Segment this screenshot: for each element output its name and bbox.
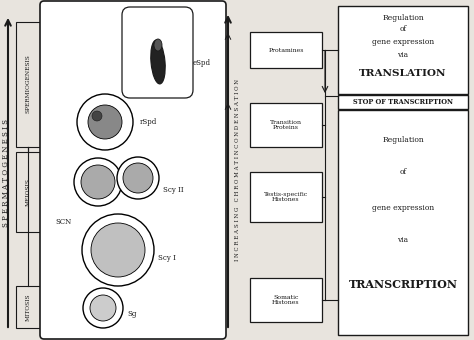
Text: Regulation: Regulation bbox=[382, 136, 424, 144]
FancyBboxPatch shape bbox=[40, 1, 226, 339]
Text: TRANSLATION: TRANSLATION bbox=[359, 68, 447, 78]
Circle shape bbox=[74, 158, 122, 206]
Text: SCN: SCN bbox=[55, 218, 71, 226]
Circle shape bbox=[77, 94, 133, 150]
Text: Scy I: Scy I bbox=[158, 254, 176, 262]
Text: TRANSCRIPTION: TRANSCRIPTION bbox=[348, 279, 457, 290]
Text: gene expression: gene expression bbox=[372, 38, 434, 46]
FancyBboxPatch shape bbox=[250, 278, 322, 322]
Circle shape bbox=[82, 214, 154, 286]
FancyBboxPatch shape bbox=[338, 95, 468, 109]
Circle shape bbox=[123, 163, 153, 193]
Circle shape bbox=[90, 295, 116, 321]
Text: via: via bbox=[397, 236, 409, 244]
Circle shape bbox=[117, 157, 159, 199]
Text: of: of bbox=[400, 168, 407, 176]
Ellipse shape bbox=[154, 39, 162, 51]
Circle shape bbox=[88, 105, 122, 139]
FancyBboxPatch shape bbox=[250, 172, 322, 222]
Text: I N C R E A S I N G   C H R O M A T I N C O N D E N S A T I O N: I N C R E A S I N G C H R O M A T I N C … bbox=[236, 79, 240, 261]
Text: Scy II: Scy II bbox=[163, 186, 183, 194]
Text: SPERMIOGENESIS: SPERMIOGENESIS bbox=[26, 55, 30, 113]
Ellipse shape bbox=[151, 40, 165, 84]
Text: Protamines: Protamines bbox=[268, 48, 304, 52]
Text: MEIOSIS: MEIOSIS bbox=[26, 178, 30, 206]
Text: gene expression: gene expression bbox=[372, 204, 434, 212]
Text: MITOSIS: MITOSIS bbox=[26, 293, 30, 321]
Circle shape bbox=[83, 288, 123, 328]
FancyBboxPatch shape bbox=[338, 6, 468, 94]
Circle shape bbox=[91, 223, 145, 277]
Text: rSpd: rSpd bbox=[140, 118, 157, 126]
Text: Somatic
Histones: Somatic Histones bbox=[272, 294, 300, 305]
FancyBboxPatch shape bbox=[16, 22, 40, 147]
FancyBboxPatch shape bbox=[250, 32, 322, 68]
FancyBboxPatch shape bbox=[16, 152, 40, 232]
Circle shape bbox=[81, 165, 115, 199]
Text: Regulation: Regulation bbox=[382, 14, 424, 22]
FancyBboxPatch shape bbox=[250, 103, 322, 147]
Text: STOP OF TRANSCRIPTION: STOP OF TRANSCRIPTION bbox=[353, 98, 453, 106]
Text: S P E R M A T O G E N E S I S: S P E R M A T O G E N E S I S bbox=[2, 119, 10, 227]
Text: eSpd: eSpd bbox=[193, 59, 211, 67]
Circle shape bbox=[92, 111, 102, 121]
FancyBboxPatch shape bbox=[338, 110, 468, 335]
Text: via: via bbox=[397, 51, 409, 59]
Text: of: of bbox=[400, 25, 407, 33]
Text: Testis-specific
Histones: Testis-specific Histones bbox=[264, 192, 308, 202]
Text: Sg: Sg bbox=[127, 310, 137, 318]
Text: Transition
Proteins: Transition Proteins bbox=[270, 120, 302, 131]
FancyBboxPatch shape bbox=[16, 286, 40, 328]
